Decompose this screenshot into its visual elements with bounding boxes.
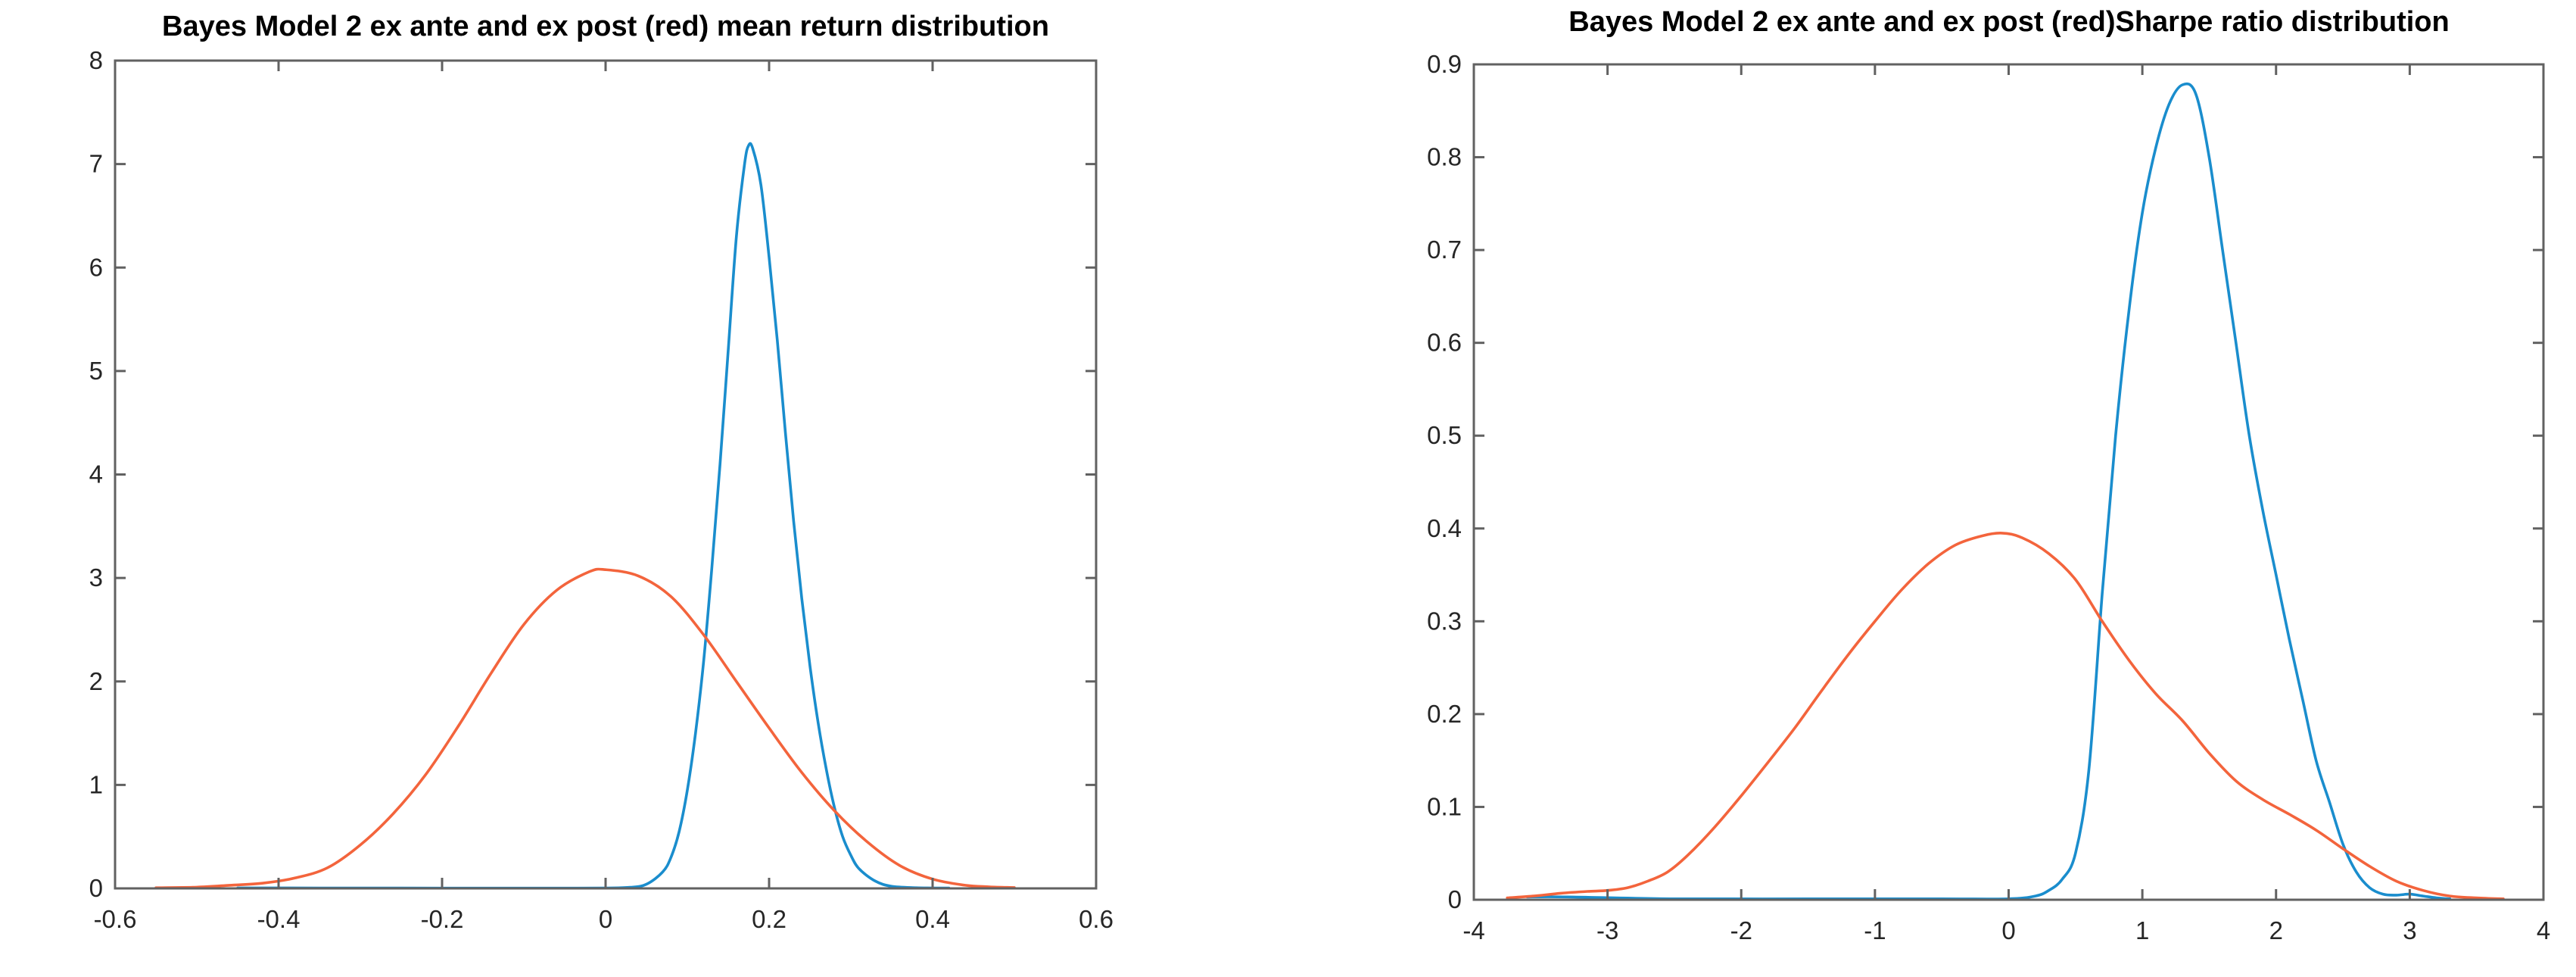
right-chart-y-tick-label: 0.8 [1427,143,1462,171]
left-chart-x-tick-label: 0.2 [752,905,787,933]
right-chart-x-tick-label: 2 [2269,916,2283,944]
left-chart-y-tick-label: 6 [89,253,103,281]
left-chart-y-tick-label: 0 [89,874,103,902]
left-chart-series [236,142,951,890]
left-chart-x-tick-label: -0.4 [257,905,301,933]
right-chart-y-tick-label: 0.3 [1427,607,1462,635]
left-chart-series [154,567,1016,889]
right-chart-y-tick-label: 0.7 [1427,236,1462,264]
right-chart-x-tick-label: 0 [2001,916,2015,944]
right-chart-x-tick-label: -2 [1730,916,1752,944]
right-chart-x-tick-label: -3 [1596,916,1618,944]
left-chart-x-tick-label: -0.6 [94,905,137,933]
left-chart-axes-box [114,59,1098,890]
right-chart-axes-box [1472,63,2545,901]
right-chart-series [1525,82,2452,901]
left-chart-y-tick-label: 4 [89,460,103,488]
left-chart-x-tick-label: 0 [599,905,612,933]
right-chart-x-tick-label: -1 [1864,916,1886,944]
right-chart-y-tick-label: 0.1 [1427,792,1462,820]
right-chart-y-tick-label: 0.5 [1427,421,1462,449]
left-chart-y-tick-label: 2 [89,667,103,695]
left-chart-y-tick-label: 5 [89,357,103,385]
left-chart-y-tick-label: 8 [89,46,103,74]
right-chart-series [1506,532,2505,901]
left-chart-x-tick-label: -0.2 [421,905,464,933]
right-chart-x-tick-label: 1 [2135,916,2149,944]
right-chart: -4 -3 -2 -1 0 1 2 3 4 0 0.1 0.2 0.3 0.4 0.5 0.6 0.7 0.8 0.… [1427,50,2550,944]
right-chart-x-tick-label: 3 [2403,916,2416,944]
right-chart-x-tick-label: 4 [2537,916,2550,944]
left-chart: -0.6 -0.4 -0.2 0 0.2 0.4 0.6 0 1 2 3 4 5 6 7 8 [89,46,1114,933]
left-chart-x-tick-label: 0.6 [1079,905,1114,933]
left-chart-x-tick-label: 0.4 [915,905,950,933]
right-chart-y-tick-label: 0.4 [1427,514,1462,542]
right-chart-y-tick-label: 0.2 [1427,700,1462,728]
left-chart-y-tick-label: 7 [89,150,103,178]
right-chart-y-tick-label: 0 [1448,885,1462,913]
left-chart-y-tick-label: 1 [89,770,103,798]
right-chart-y-tick-label: 0.9 [1427,50,1462,78]
right-chart-title: Bayes Model 2 ex ante and ex post (red)S… [1568,6,2450,38]
left-chart-y-tick-label: 3 [89,563,103,592]
left-chart-title: Bayes Model 2 ex ante and ex post (red) … [162,11,1049,42]
right-chart-y-tick-label: 0.6 [1427,329,1462,357]
right-chart-x-tick-label: -4 [1462,916,1484,944]
